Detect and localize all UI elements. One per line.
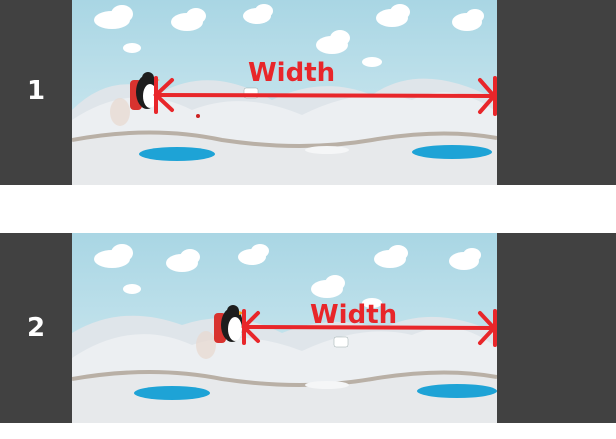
game-scene xyxy=(72,233,497,423)
water-pool xyxy=(412,145,492,159)
double-arrow-icon xyxy=(241,309,497,347)
panel-number: 1 xyxy=(26,76,46,106)
cloud-icon xyxy=(94,244,481,308)
left-frame-bar xyxy=(0,233,72,423)
water-pool xyxy=(139,147,215,161)
snow-landscape xyxy=(72,0,497,185)
width-label: Width xyxy=(310,300,398,330)
right-frame-bar xyxy=(497,233,616,423)
cloud-icon xyxy=(94,4,484,67)
left-frame-bar xyxy=(0,0,72,185)
screenshot-panel-1: 1 xyxy=(0,0,616,185)
penguin-jetpack-icon xyxy=(196,305,245,359)
game-scene xyxy=(72,0,497,185)
width-label: Width xyxy=(248,58,336,88)
water-pool xyxy=(417,384,497,398)
right-frame-bar xyxy=(497,0,616,185)
screenshot-panel-2: 2 xyxy=(0,233,616,423)
water-pool xyxy=(134,386,210,400)
double-arrow-icon xyxy=(153,76,497,116)
panel-number: 2 xyxy=(26,313,46,343)
snow-landscape xyxy=(72,233,497,423)
